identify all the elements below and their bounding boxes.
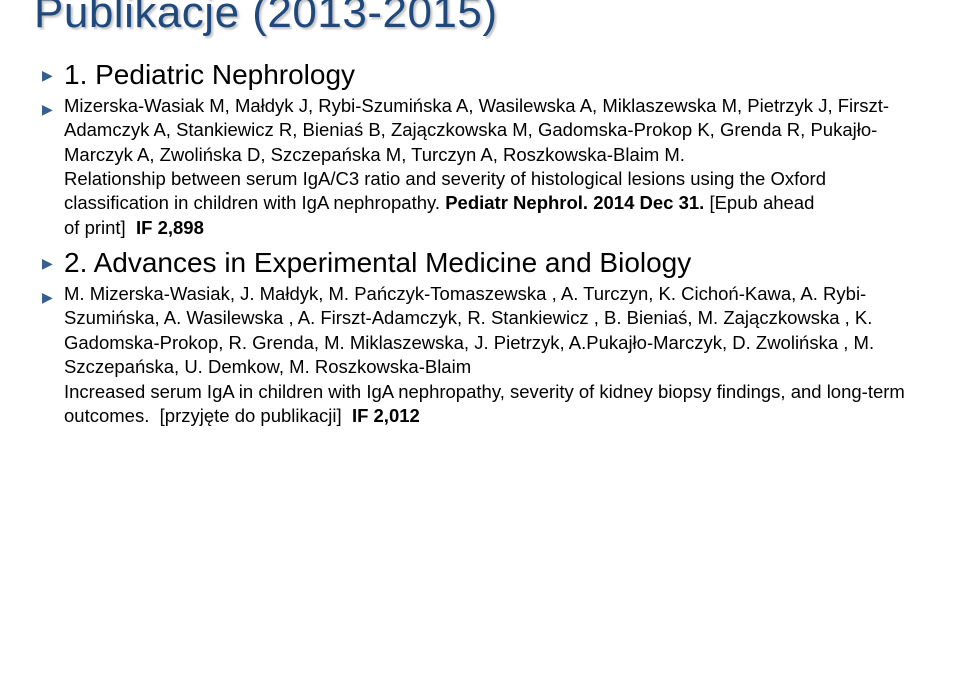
entry-2-heading-text: 2. Advances in Experimental Medicine and… (64, 247, 691, 278)
entry-1-ofprint: of print] (64, 217, 136, 238)
entry-2-if: IF 2,012 (352, 405, 420, 426)
entry-2-authors-row: ▶ M. Mizerska-Wasiak, J. Małdyk, M. Pańc… (42, 282, 930, 380)
entry-1-authors-row: ▶ Mizerska-Wasiak M, Małdyk J, Rybi-Szum… (42, 94, 930, 167)
entry-1-detail: Relationship between serum IgA/C3 ratio … (42, 167, 930, 240)
slide-content: ▶ 1. Pediatric Nephrology ▶ Mizerska-Was… (0, 0, 960, 428)
entry-1-authors: Mizerska-Wasiak M, Małdyk J, Rybi-Szumiń… (64, 95, 889, 165)
entry-2-detail: Increased serum IgA in children with IgA… (42, 380, 930, 429)
entry-2-heading: 2. Advances in Experimental Medicine and… (64, 244, 691, 282)
entry-1-heading: 1. Pediatric Nephrology (64, 56, 355, 94)
entry-1-body: Mizerska-Wasiak M, Małdyk J, Rybi-Szumiń… (64, 94, 930, 167)
bullet-icon: ▶ (42, 94, 64, 120)
entry-1-epub: [Epub ahead (709, 192, 814, 213)
entry-2-authors: M. Mizerska-Wasiak, J. Małdyk, M. Pańczy… (64, 283, 874, 377)
bullet-icon: ▶ (42, 282, 64, 308)
entry-1-journal: Pediatr Nephrol. 2014 Dec 31. (445, 192, 704, 213)
entry-1-heading-row: ▶ 1. Pediatric Nephrology (42, 56, 930, 94)
entry-2-accepted: [przyjęte do publikacji] (160, 405, 342, 426)
bullet-icon: ▶ (42, 244, 64, 274)
entry-2-heading-row: ▶ 2. Advances in Experimental Medicine a… (42, 244, 930, 282)
entry-2-body: M. Mizerska-Wasiak, J. Małdyk, M. Pańczy… (64, 282, 930, 380)
slide-title: Publikacje (2013-2015) (34, 0, 498, 38)
bullet-icon: ▶ (42, 56, 64, 86)
entry-1-heading-text: 1. Pediatric Nephrology (64, 59, 355, 90)
entry-1-if: IF 2,898 (136, 217, 204, 238)
